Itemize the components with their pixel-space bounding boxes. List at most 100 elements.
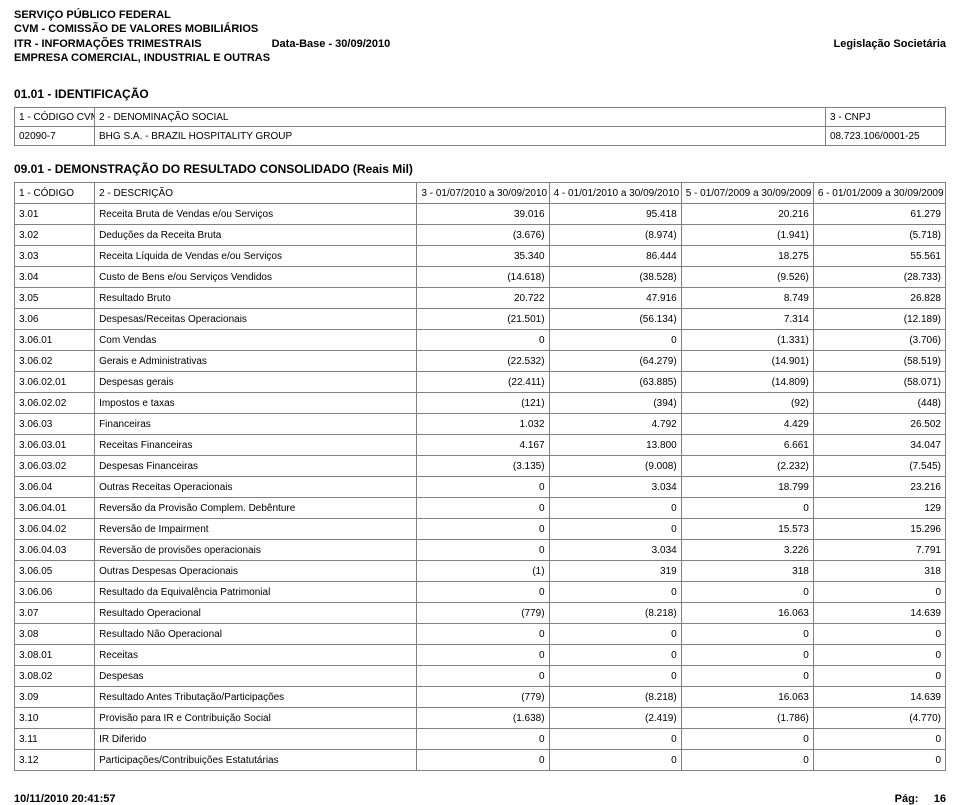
cell-value: 0	[417, 498, 549, 519]
cell-value: (92)	[681, 393, 813, 414]
cell-value: 26.828	[813, 288, 945, 309]
header-l4: EMPRESA COMERCIAL, INDUSTRIAL E OUTRAS	[14, 51, 946, 65]
cell-desc: Resultado Antes Tributação/Participações	[95, 687, 417, 708]
table-row: 3.05Resultado Bruto20.72247.9168.74926.8…	[15, 288, 946, 309]
cell-code: 3.06.02	[15, 351, 95, 372]
cell-value: 15.296	[813, 519, 945, 540]
cell-desc: Custo de Bens e/ou Serviços Vendidos	[95, 267, 417, 288]
cell-value: 129	[813, 498, 945, 519]
cell-code: 3.05	[15, 288, 95, 309]
table-row: 3.08Resultado Não Operacional0000	[15, 624, 946, 645]
cell-desc: IR Diferido	[95, 729, 417, 750]
cell-value: 6.661	[681, 435, 813, 456]
cell-value: 0	[681, 645, 813, 666]
cell-value: (58.519)	[813, 351, 945, 372]
cell-value: 0	[417, 540, 549, 561]
demo-h6: 6 - 01/01/2009 a 30/09/2009	[813, 183, 945, 204]
table-row: 3.11IR Diferido0000	[15, 729, 946, 750]
cell-code: 3.06.02.01	[15, 372, 95, 393]
header-l1: SERVIÇO PÚBLICO FEDERAL	[14, 8, 946, 22]
table-row: 3.06.04.03Reversão de provisões operacio…	[15, 540, 946, 561]
cell-value: (9.008)	[549, 456, 681, 477]
cell-value: 14.639	[813, 603, 945, 624]
cell-value: 0	[813, 750, 945, 771]
cell-value: 318	[681, 561, 813, 582]
table-row: 3.10Provisão para IR e Contribuição Soci…	[15, 708, 946, 729]
cell-code: 3.10	[15, 708, 95, 729]
cell-desc: Impostos e taxas	[95, 393, 417, 414]
ident-h2: 2 - DENOMINAÇÃO SOCIAL	[95, 108, 826, 127]
cell-desc: Resultado Bruto	[95, 288, 417, 309]
ident-header-row: 1 - CÓDIGO CVM 2 - DENOMINAÇÃO SOCIAL 3 …	[15, 108, 946, 127]
cell-desc: Despesas/Receitas Operacionais	[95, 309, 417, 330]
header-l2: CVM - COMISSÃO DE VALORES MOBILIÁRIOS	[14, 22, 946, 36]
table-row: 3.12Participações/Contribuições Estatutá…	[15, 750, 946, 771]
cell-desc: Outras Despesas Operacionais	[95, 561, 417, 582]
demo-h3: 3 - 01/07/2010 a 30/09/2010	[417, 183, 549, 204]
cell-desc: Reversão da Provisão Complem. Debênture	[95, 498, 417, 519]
cell-value: 0	[681, 498, 813, 519]
table-row: 3.09Resultado Antes Tributação/Participa…	[15, 687, 946, 708]
cell-desc: Resultado Não Operacional	[95, 624, 417, 645]
cell-desc: Despesas	[95, 666, 417, 687]
cell-value: 0	[549, 729, 681, 750]
cell-value: (58.071)	[813, 372, 945, 393]
table-row: 3.06.04Outras Receitas Operacionais03.03…	[15, 477, 946, 498]
ident-h3: 3 - CNPJ	[826, 108, 946, 127]
cell-value: (21.501)	[417, 309, 549, 330]
ident-v1: 02090-7	[15, 127, 95, 146]
cell-value: (56.134)	[549, 309, 681, 330]
cell-value: 7.314	[681, 309, 813, 330]
cell-value: 0	[549, 498, 681, 519]
cell-value: 0	[813, 582, 945, 603]
cell-value: 0	[417, 729, 549, 750]
cell-value: (1.786)	[681, 708, 813, 729]
cell-value: (448)	[813, 393, 945, 414]
cell-value: 8.749	[681, 288, 813, 309]
cell-code: 3.09	[15, 687, 95, 708]
cell-code: 3.08.02	[15, 666, 95, 687]
cell-code: 3.06.04.01	[15, 498, 95, 519]
cell-value: 3.034	[549, 477, 681, 498]
cell-value: (22.532)	[417, 351, 549, 372]
cell-code: 3.03	[15, 246, 95, 267]
cell-value: (1.331)	[681, 330, 813, 351]
cell-value: 18.799	[681, 477, 813, 498]
cell-value: (121)	[417, 393, 549, 414]
cell-desc: Despesas gerais	[95, 372, 417, 393]
cell-value: 0	[813, 645, 945, 666]
table-row: 3.06.01Com Vendas00(1.331)(3.706)	[15, 330, 946, 351]
cell-code: 3.02	[15, 225, 95, 246]
ident-v2: BHG S.A. - BRAZIL HOSPITALITY GROUP	[95, 127, 826, 146]
cell-value: 23.216	[813, 477, 945, 498]
cell-value: 0	[549, 645, 681, 666]
cell-desc: Resultado Operacional	[95, 603, 417, 624]
cell-code: 3.06.04.03	[15, 540, 95, 561]
cell-value: (3.135)	[417, 456, 549, 477]
cell-code: 3.07	[15, 603, 95, 624]
cell-desc: Receita Bruta de Vendas e/ou Serviços	[95, 204, 417, 225]
cell-value: 0	[417, 645, 549, 666]
table-row: 3.06.02.02Impostos e taxas(121)(394)(92)…	[15, 393, 946, 414]
table-row: 3.06.03.01Receitas Financeiras4.16713.80…	[15, 435, 946, 456]
cell-value: 0	[417, 666, 549, 687]
cell-desc: Reversão de Impairment	[95, 519, 417, 540]
cell-value: (4.770)	[813, 708, 945, 729]
cell-desc: Despesas Financeiras	[95, 456, 417, 477]
cell-desc: Reversão de provisões operacionais	[95, 540, 417, 561]
cell-value: 13.800	[549, 435, 681, 456]
cell-code: 3.06.03.02	[15, 456, 95, 477]
cell-value: 319	[549, 561, 681, 582]
cell-value: 0	[417, 330, 549, 351]
table-row: 3.04Custo de Bens e/ou Serviços Vendidos…	[15, 267, 946, 288]
table-row: 3.06.02Gerais e Administrativas(22.532)(…	[15, 351, 946, 372]
cell-code: 3.12	[15, 750, 95, 771]
cell-value: (9.526)	[681, 267, 813, 288]
cell-code: 3.06.03.01	[15, 435, 95, 456]
table-row: 3.06.04.01Reversão da Provisão Complem. …	[15, 498, 946, 519]
cell-value: 4.429	[681, 414, 813, 435]
cell-value: 15.573	[681, 519, 813, 540]
page-footer: 10/11/2010 20:41:57 Pág: 16	[14, 793, 946, 805]
cell-code: 3.06	[15, 309, 95, 330]
ident-table: 1 - CÓDIGO CVM 2 - DENOMINAÇÃO SOCIAL 3 …	[14, 107, 946, 146]
